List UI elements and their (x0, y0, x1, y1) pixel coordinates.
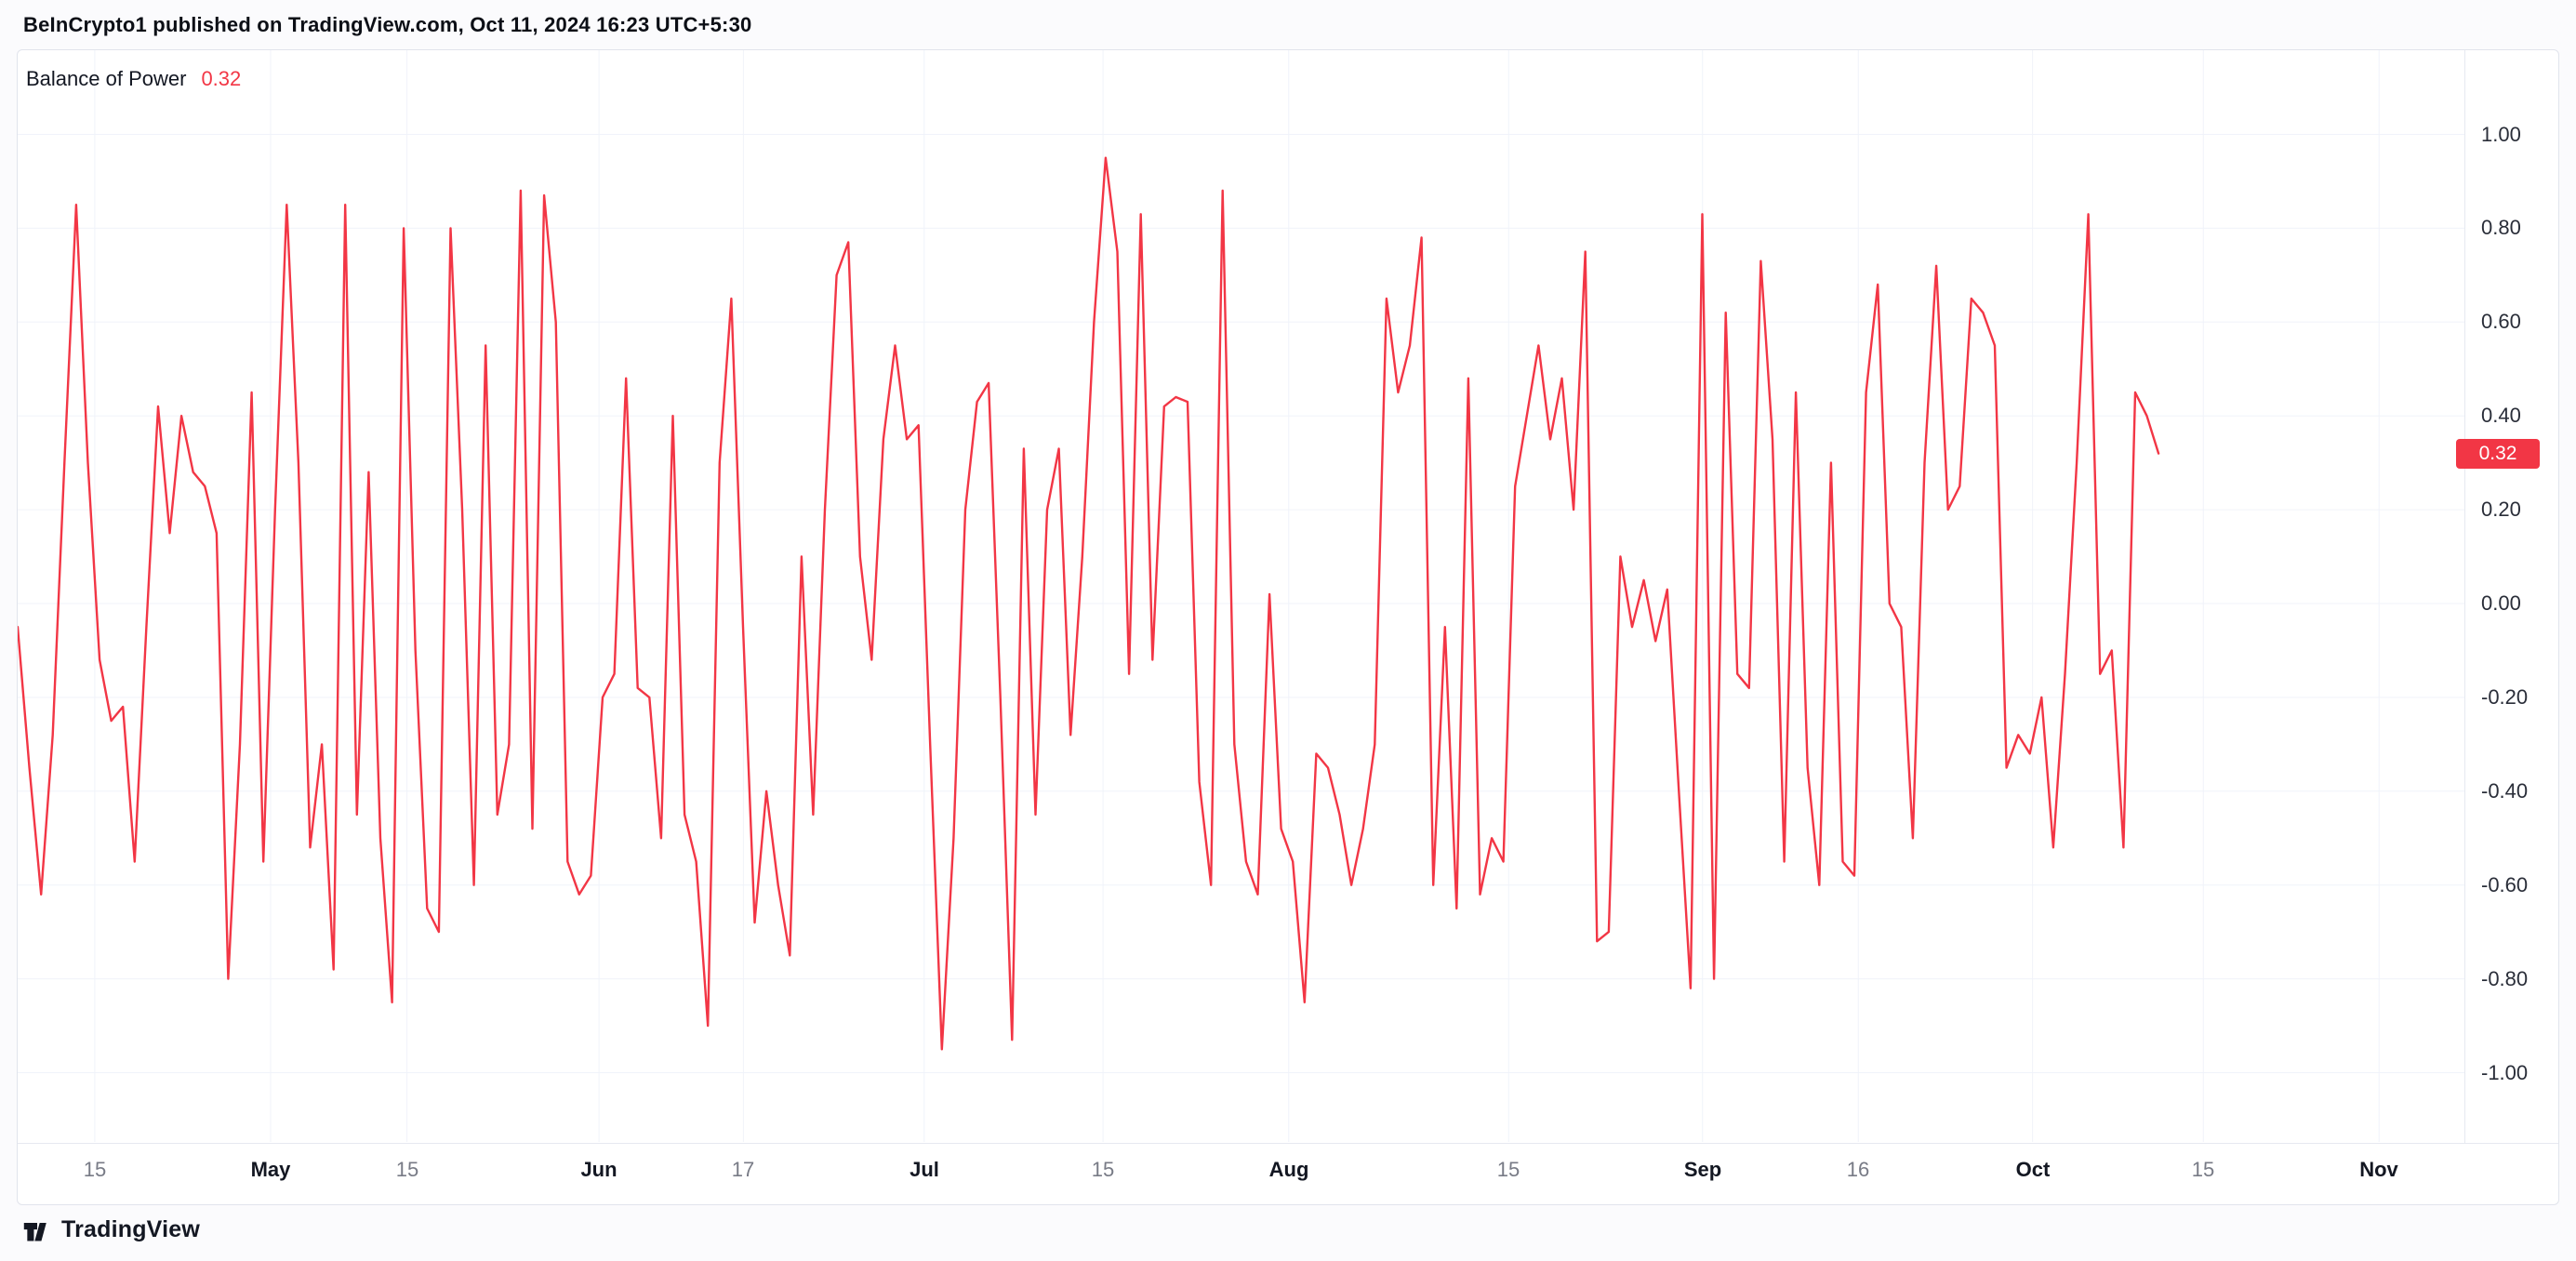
time-axis-label: May (250, 1158, 291, 1181)
time-axis-label: Nov (2359, 1158, 2398, 1181)
price-axis-label: 1.00 (2481, 123, 2521, 146)
time-axis-label: 15 (83, 1158, 107, 1181)
time-axis-label: Aug (1268, 1158, 1309, 1181)
bop-series-line (18, 156, 2160, 1051)
time-axis-label: 16 (1846, 1158, 1870, 1181)
last-price-badge: 0.32 (2456, 439, 2540, 469)
time-axis-label: 15 (1496, 1158, 1520, 1181)
price-axis-label: 0.80 (2481, 216, 2521, 239)
brand-text: TradingView (61, 1216, 201, 1242)
price-axis-label: 0.60 (2481, 310, 2521, 333)
time-axis-label: Jun (580, 1158, 617, 1181)
time-axis-separator (18, 1143, 2558, 1144)
indicator-value: 0.32 (201, 67, 242, 90)
time-axis-label: 15 (1091, 1158, 1115, 1181)
chart-canvas[interactable] (18, 50, 2464, 1142)
price-axis[interactable]: 1.00 0.80 0.60 0.40 0.20 0.00 -0.20 -0.40 -0.60 -… (2481, 50, 2561, 1143)
price-axis-separator (2464, 50, 2465, 1143)
time-axis-label: Oct (2015, 1158, 2051, 1181)
price-axis-label: 0.00 (2481, 591, 2521, 615)
price-axis-label: -1.00 (2481, 1061, 2529, 1084)
price-axis-label: 0.20 (2481, 498, 2521, 521)
time-axis-label: Sep (1683, 1158, 1722, 1181)
attribution-text: BeInCrypto1 published on TradingView.com… (23, 13, 752, 36)
tradingview-link[interactable]: TradingView (22, 1216, 200, 1243)
time-axis-label: 15 (2191, 1158, 2215, 1181)
chart-panel (17, 49, 2559, 1205)
price-axis-label: -0.60 (2481, 873, 2529, 896)
price-axis-label: -0.80 (2481, 967, 2529, 990)
time-axis-label: 17 (731, 1158, 755, 1181)
time-axis-label: 15 (395, 1158, 419, 1181)
time-axis-label: Jul (910, 1158, 939, 1181)
indicator-name[interactable]: Balance of Power (26, 67, 187, 90)
price-axis-label: -0.40 (2481, 779, 2529, 803)
time-axis[interactable]: 15 May 15 Jun 17 Jul 15 Aug 15 Sep 16 Oct 15 Nov (18, 1156, 2464, 1186)
price-axis-label: 0.40 (2481, 404, 2521, 427)
price-axis-label: -0.20 (2481, 685, 2529, 709)
tradingview-logo-icon (22, 1217, 52, 1243)
indicator-legend[interactable]: Balance of Power 0.32 (26, 67, 241, 91)
